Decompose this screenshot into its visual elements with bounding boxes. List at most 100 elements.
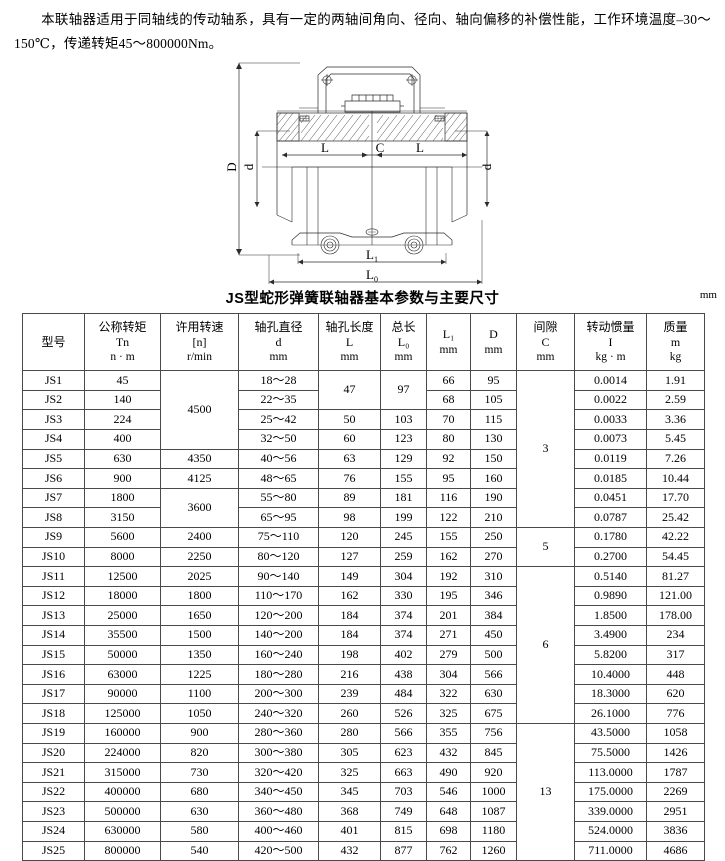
cell-L1: 698 xyxy=(426,820,471,842)
cell-Tn: 900 xyxy=(84,468,161,489)
cell-D: 346 xyxy=(470,585,517,607)
table-row: JS17 90000 1100 200～300 239 484 322 630 18.3000 6… xyxy=(22,683,705,705)
cell-n: 1800 xyxy=(160,585,239,607)
cell-D: 1260 xyxy=(470,840,517,861)
cell-d: 120～200 xyxy=(238,605,319,626)
cell-D: 150 xyxy=(470,448,517,470)
cell-m: 1787 xyxy=(646,762,705,783)
cell-D: 500 xyxy=(470,644,517,666)
table-row: JS10 8000 2250 80～120 127 259 162 270 0.2700 54.4… xyxy=(22,546,705,568)
cell-n: 820 xyxy=(160,742,239,764)
cell-D: 190 xyxy=(470,487,517,509)
cell-L1: 355 xyxy=(426,722,471,744)
cell-D: 566 xyxy=(470,664,517,685)
cell-m: 234 xyxy=(646,624,705,646)
table-row: JS3 224 25～42 50 103 70 115 0.0033 3.36 xyxy=(22,409,705,431)
cell-D: 756 xyxy=(470,722,517,744)
cell-I: 0.2700 xyxy=(574,546,647,568)
cell-model: JS2 xyxy=(22,389,85,411)
cell-D: 250 xyxy=(470,527,517,548)
cell-L: 98 xyxy=(318,507,381,528)
cell-Tn: 8000 xyxy=(84,546,161,568)
cell-L1: 92 xyxy=(426,448,471,470)
cell-L1: 155 xyxy=(426,527,471,548)
cell-Tn: 800000 xyxy=(84,840,161,861)
cell-I: 43.5000 xyxy=(574,722,647,744)
cell-I: 18.3000 xyxy=(574,683,647,705)
cell-Tn: 125000 xyxy=(84,703,161,724)
cell-m: 776 xyxy=(646,703,705,724)
cell-n: 2025 xyxy=(160,566,239,587)
coupling-drawing: D d d L C L L1 L0 xyxy=(0,55,725,285)
cell-L1: 279 xyxy=(426,644,471,666)
cell-L0: 402 xyxy=(380,644,427,666)
cell-L0: 877 xyxy=(380,840,427,861)
cell-L0: 815 xyxy=(380,820,427,842)
cell-L: 345 xyxy=(318,781,381,803)
cell-d: 300～380 xyxy=(238,742,319,764)
cell-I: 0.0185 xyxy=(574,468,647,489)
cell-d: 40～56 xyxy=(238,448,319,470)
cell-Tn: 400 xyxy=(84,429,161,450)
table-row: JS6 900 4125 48～65 76 155 95 160 0.0185 10.44 xyxy=(22,468,705,489)
cell-L: 76 xyxy=(318,468,381,489)
table-row: JS23 500000 630 360～480 368 749 648 1087 339.000… xyxy=(22,801,705,822)
cell-L1: 648 xyxy=(426,801,471,822)
cell-m: 178.00 xyxy=(646,605,705,626)
cell-L1: 116 xyxy=(426,487,471,509)
header-model: 型号 xyxy=(22,313,85,372)
cell-d: 48～65 xyxy=(238,468,319,489)
cell-D: 270 xyxy=(470,546,517,568)
intro-paragraph: 本联轴器适用于同轴线的传动轴系，具有一定的两轴间角向、径向、轴向偏移的补偿性能，… xyxy=(0,0,725,55)
cell-I: 524.0000 xyxy=(574,820,647,842)
dim-label-L0: L0 xyxy=(366,267,378,284)
dim-label-D: D xyxy=(224,163,239,172)
cell-model: JS6 xyxy=(22,468,85,489)
cell-Tn: 18000 xyxy=(84,585,161,607)
cell-D: 1087 xyxy=(470,801,517,822)
cell-model: JS17 xyxy=(22,683,85,705)
cell-I: 10.4000 xyxy=(574,664,647,685)
cell-Tn: 90000 xyxy=(84,683,161,705)
table-row: JS8 3150 65～95 98 199 122 210 0.0787 25.42 xyxy=(22,507,705,528)
cell-C: 13 xyxy=(516,722,575,861)
cell-L0: 123 xyxy=(380,429,427,450)
cell-I: 5.8200 xyxy=(574,644,647,666)
cell-n: 1050 xyxy=(160,703,239,724)
cell-d: 180～280 xyxy=(238,664,319,685)
cell-Tn: 1800 xyxy=(84,487,161,509)
table-row: JS20 224000 820 300～380 305 623 432 845 75.5000 1… xyxy=(22,742,705,764)
header-nominal-torque: 公称转矩 Tn n · m xyxy=(84,313,161,372)
cell-L1: 546 xyxy=(426,781,471,803)
header-bore-diameter: 轴孔直径 d mm xyxy=(238,313,319,372)
cell-L0: 438 xyxy=(380,664,427,685)
cell-Tn: 160000 xyxy=(84,722,161,744)
cell-n: 4350 xyxy=(160,448,239,470)
cell-L: 239 xyxy=(318,683,381,705)
cell-n: 730 xyxy=(160,762,239,783)
cell-L: 368 xyxy=(318,801,381,822)
cell-d: 360～480 xyxy=(238,801,319,822)
cell-L1: 432 xyxy=(426,742,471,764)
cell-Tn: 63000 xyxy=(84,664,161,685)
cell-L: 280 xyxy=(318,722,381,744)
table-body: JS1 45 4500 18～28 47 97 66 95 3 0.0014 1.91 JS2 140 2… xyxy=(22,370,705,861)
cell-I: 0.5140 xyxy=(574,566,647,587)
cell-d: 55～80 xyxy=(238,487,319,509)
header-mass: 质量 m kg xyxy=(646,313,705,372)
cell-L1: 70 xyxy=(426,409,471,431)
cell-L1: 201 xyxy=(426,605,471,626)
cell-m: 2269 xyxy=(646,781,705,803)
cell-I: 0.1780 xyxy=(574,527,647,548)
cell-Tn: 630000 xyxy=(84,820,161,842)
cell-d: 240～320 xyxy=(238,703,319,724)
cell-L1: 192 xyxy=(426,566,471,587)
table-row: JS14 35500 1500 140～200 184 374 271 450 3.4900 23… xyxy=(22,624,705,646)
header-bore-length: 轴孔长度 L mm xyxy=(318,313,381,372)
cell-Tn: 25000 xyxy=(84,605,161,626)
cell-n: 680 xyxy=(160,781,239,803)
cell-L1: 162 xyxy=(426,546,471,568)
dim-label-L1: L1 xyxy=(366,247,378,264)
table-row: JS25 800000 540 420～500 432 877 762 1260 711.000… xyxy=(22,840,705,861)
cell-m: 25.42 xyxy=(646,507,705,528)
